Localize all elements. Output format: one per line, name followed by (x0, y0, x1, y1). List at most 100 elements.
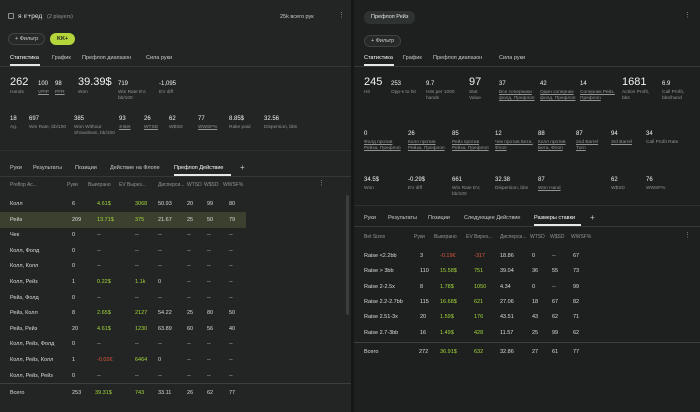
wtsd-cell: 25 (187, 310, 194, 317)
table-row[interactable]: Рейз, Рейз 20 4.61$ 1230 63.89 60 56 40 (0, 321, 246, 337)
subtab-positions[interactable]: Позиции (428, 215, 450, 221)
stat-call-vs-bet-value: 88 (538, 131, 545, 137)
won-cell: 4.61$ (97, 201, 111, 207)
wsd-cell: -- (207, 263, 211, 270)
vertical-dots-icon[interactable]: ⋮ (684, 12, 691, 19)
col-header-dispersion[interactable]: Дисперси... (500, 234, 527, 240)
hands-cell: 8 (72, 310, 76, 317)
col-header-wsd[interactable]: W$SD (204, 182, 219, 188)
col-header-wtsd[interactable]: WTSD (530, 234, 545, 240)
tab-preflop-range[interactable]: Префлоп диапазон (433, 55, 483, 61)
table-row[interactable]: Чек 0 -- -- -- -- -- -- (0, 227, 246, 243)
tab-graph[interactable]: График (403, 55, 422, 61)
vertical-dots-icon[interactable]: ⋮ (338, 12, 345, 19)
add-tab-button[interactable]: + (240, 163, 245, 172)
stat-3bet-label[interactable]: 3-Bet (119, 125, 131, 130)
table-row[interactable]: Рейз, Колл 8 2.65$ 2127 54.22 25 80 50 (0, 305, 246, 321)
table-row[interactable]: Колл, Рейз, Рейз 0 -- -- -- -- -- -- (0, 368, 246, 384)
tab-preflop-range[interactable]: Префлоп диапазон (82, 55, 132, 61)
stat-opp-raise-label[interactable]: Соперник Рейз, Префлоп (580, 90, 615, 101)
stat-fold-vs-raise-label[interactable]: Фолд против Рейза, Префлоп (364, 140, 401, 151)
stat-vpip-label[interactable]: VPIP (38, 90, 49, 95)
subtab-hands[interactable]: Руки (364, 215, 376, 221)
total-divider (354, 342, 700, 343)
tab-graph[interactable]: График (52, 55, 71, 61)
wwsf-cell: 50 (229, 310, 236, 317)
hands-cell: 1 (72, 357, 76, 363)
subtab-results[interactable]: Результаты (33, 165, 62, 171)
table-row[interactable]: Колл, Рейз 1 0.22$ 1.1k 0 -- -- -- (0, 274, 246, 290)
table-row[interactable]: Колл, Фолд 0 -- -- -- -- -- -- (0, 243, 246, 259)
tab-hand-strength[interactable]: Сила руки (499, 55, 526, 61)
hands-cell: 1 (72, 279, 76, 285)
col-header-wsd[interactable]: W$SD (550, 234, 565, 240)
stat-wtsd-value: 26 (144, 116, 151, 122)
subtab-hands[interactable]: Руки (10, 165, 22, 171)
stat-dispersion-value: 32.56 (264, 116, 280, 122)
panel-divider[interactable] (351, 0, 354, 412)
active-tab-underline (364, 64, 394, 66)
stat-ev-diff-label: EV diff (159, 90, 174, 95)
col-header-wwsf[interactable]: WWSF% (223, 182, 244, 188)
report-pill-preflop-raise[interactable]: Префлоп Рейз (364, 11, 416, 24)
ev-cell: 1050 (474, 283, 487, 290)
filter-button[interactable]: + Фильтр (8, 33, 46, 45)
col-header-preflop-action[interactable]: Preflop Ac... (10, 182, 37, 188)
table-row[interactable]: Raise <2.2bb 3 -0.19€ -317 18.86 0 -- 67 (354, 248, 700, 264)
stat-wwsf-label[interactable]: WWSF% (198, 125, 218, 130)
col-header-hands[interactable]: Руки (414, 234, 425, 240)
add-tab-button[interactable]: + (590, 213, 595, 222)
col-header-hands[interactable]: Руки (67, 182, 78, 188)
stat-3rd-barrel-label[interactable]: 3rd Barrel (611, 140, 633, 145)
col-header-wtsd[interactable]: WTSD (187, 182, 202, 188)
stat-check-vs-bet-label[interactable]: Чек против Бета, Флоп (495, 140, 533, 151)
subtab-results[interactable]: Результаты (388, 215, 417, 221)
wwsf-cell: 82 (573, 298, 580, 305)
table-row[interactable]: Raise 2.51-3x 20 1.59$ 176 43.51 43 62 71 (354, 309, 700, 325)
column-settings-icon[interactable]: ⋮ (318, 180, 325, 187)
table-row[interactable]: Колл 6 4.61$ 3068 50.93 20 99 80 (0, 196, 246, 212)
table-row[interactable]: Raise 2-2.5x 8 1.78$ 1050 4.34 0 -- 99 (354, 279, 700, 295)
table-row[interactable]: Raise 2.2-2.7bb 115 16.68$ 621 27.06 18 67 82 (354, 294, 700, 310)
col-header-wwsf[interactable]: WWSF% (571, 234, 592, 240)
col-header-won[interactable]: Выиграно (88, 182, 111, 188)
table-row[interactable]: Raise > 3bb 110 15.58$ 751 39.04 36 55 73 (354, 263, 700, 279)
stat-call-profit-value: 6.9 (662, 81, 671, 87)
col-header-ev[interactable]: EV Вирез... (466, 234, 493, 240)
table-row[interactable]: Рейз, Фолд 0 -- -- -- -- -- -- (0, 290, 246, 306)
subtab-next-action[interactable]: Следующее Действие (464, 215, 521, 221)
col-header-won[interactable]: Выиграно (434, 234, 457, 240)
subtab-flop-action[interactable]: Действие на Флопе (110, 165, 160, 171)
filter-chip-kk[interactable]: KK+ (50, 33, 76, 45)
filter-button[interactable]: + Фильтр (364, 35, 402, 47)
stat-call-vs-bet-label[interactable]: Колл против Бета, Флоп (538, 140, 566, 151)
column-settings-icon[interactable]: ⋮ (684, 232, 691, 239)
table-row[interactable]: Колл, Рейз, Фолд 0 -- -- -- -- -- -- (0, 336, 246, 352)
subtab-positions[interactable]: Позиции (75, 165, 97, 171)
stat-all-fold-label[interactable]: Все соперники фолд, Префлоп (499, 90, 535, 101)
table-row[interactable]: Рейз 209 13.71$ 375 21.67 25 50 79 (0, 211, 246, 228)
hands-cell: 0 (72, 372, 76, 379)
subtab-preflop-action[interactable]: Префлоп Действие (174, 165, 224, 171)
table-row[interactable]: Raise 2.7-3bb 16 1.49$ 428 11.57 25 99 62 (354, 325, 700, 341)
table-row[interactable]: Колл, Рейз, Колл 1 -0.02€ 6464 0 -- -- -- (0, 352, 246, 368)
stat-won-hand-label[interactable]: Won Hand (538, 186, 561, 191)
stat-one-fold-label[interactable]: Один соперник фолд, Префлоп (540, 90, 576, 101)
stat-call-vs-raise-label[interactable]: Колл против Рейза, Префлоп (408, 140, 445, 151)
ev-cell: 1230 (135, 325, 148, 332)
table-row[interactable]: Колл, Колл 0 -- -- -- -- -- -- (0, 258, 246, 274)
tab-statistics[interactable]: Статистика (10, 55, 39, 61)
stat-pfr-label[interactable]: PFR (55, 90, 65, 95)
stat-raise-vs-raise-label[interactable]: Рейз против Рейза, Префлоп (452, 140, 489, 151)
stat-2nd-barrel-label[interactable]: 2nd Barrel Turn (576, 140, 599, 151)
total-hands-cell: 253 (72, 390, 82, 396)
tab-hand-strength[interactable]: Сила руки (146, 55, 173, 61)
stat-wtsd-label[interactable]: WTSD (144, 125, 159, 130)
col-header-bet-sizes[interactable]: Bet Sizes (364, 234, 386, 240)
wwsf-cell: -- (229, 247, 233, 254)
tab-statistics[interactable]: Статистика (364, 55, 393, 61)
table-scrollbar[interactable] (346, 195, 349, 315)
subtab-bet-sizes[interactable]: Размеры ставки (534, 215, 576, 221)
col-header-dispersion[interactable]: Дисперси... (158, 182, 185, 188)
col-header-ev[interactable]: EV Вырез... (119, 182, 146, 188)
